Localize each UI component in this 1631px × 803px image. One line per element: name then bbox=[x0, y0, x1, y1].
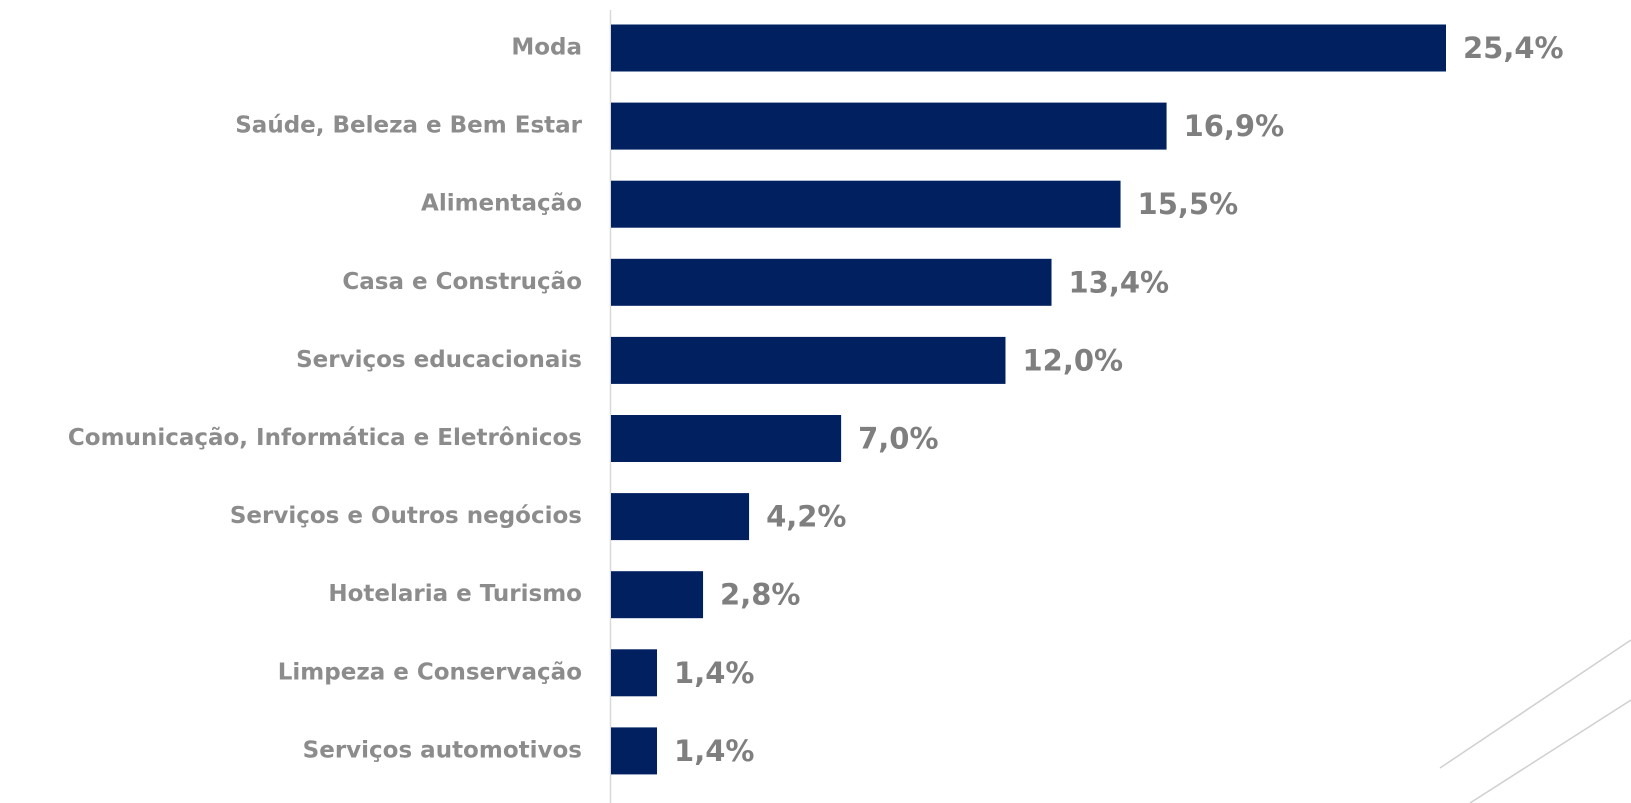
value-label: 4,2% bbox=[766, 500, 846, 534]
category-label: Serviços educacionais bbox=[296, 347, 582, 373]
value-label: 15,5% bbox=[1138, 187, 1239, 221]
bar bbox=[611, 258, 1052, 306]
value-label: 1,4% bbox=[674, 734, 754, 768]
bar bbox=[611, 336, 1006, 384]
value-label: 1,4% bbox=[674, 656, 754, 690]
category-label: Comunicação, Informática e Eletrônicos bbox=[68, 425, 582, 451]
value-label: 2,8% bbox=[720, 578, 800, 612]
category-label: Hotelaria e Turismo bbox=[328, 581, 582, 607]
value-label: 13,4% bbox=[1069, 265, 1170, 299]
category-label: Serviços e Outros negócios bbox=[230, 503, 582, 529]
bar bbox=[611, 493, 750, 541]
bar bbox=[611, 727, 658, 775]
value-label: 12,0% bbox=[1022, 343, 1123, 377]
category-label: Moda bbox=[511, 35, 582, 61]
category-label: Serviços automotivos bbox=[303, 737, 582, 763]
category-label: Limpeza e Conservação bbox=[278, 659, 582, 685]
bar bbox=[611, 649, 658, 697]
bar bbox=[611, 24, 1446, 72]
value-label: 7,0% bbox=[858, 422, 938, 456]
bar bbox=[611, 571, 704, 619]
category-label: Alimentação bbox=[421, 191, 582, 217]
value-label: 25,4% bbox=[1463, 31, 1564, 65]
value-label: 16,9% bbox=[1184, 109, 1285, 143]
decoration-line bbox=[1469, 699, 1631, 803]
category-label: Saúde, Beleza e Bem Estar bbox=[235, 113, 582, 139]
bar bbox=[611, 180, 1121, 228]
category-label: Casa e Construção bbox=[342, 269, 582, 295]
bar bbox=[611, 415, 842, 462]
bar bbox=[611, 102, 1167, 150]
decoration-line bbox=[1439, 639, 1631, 769]
